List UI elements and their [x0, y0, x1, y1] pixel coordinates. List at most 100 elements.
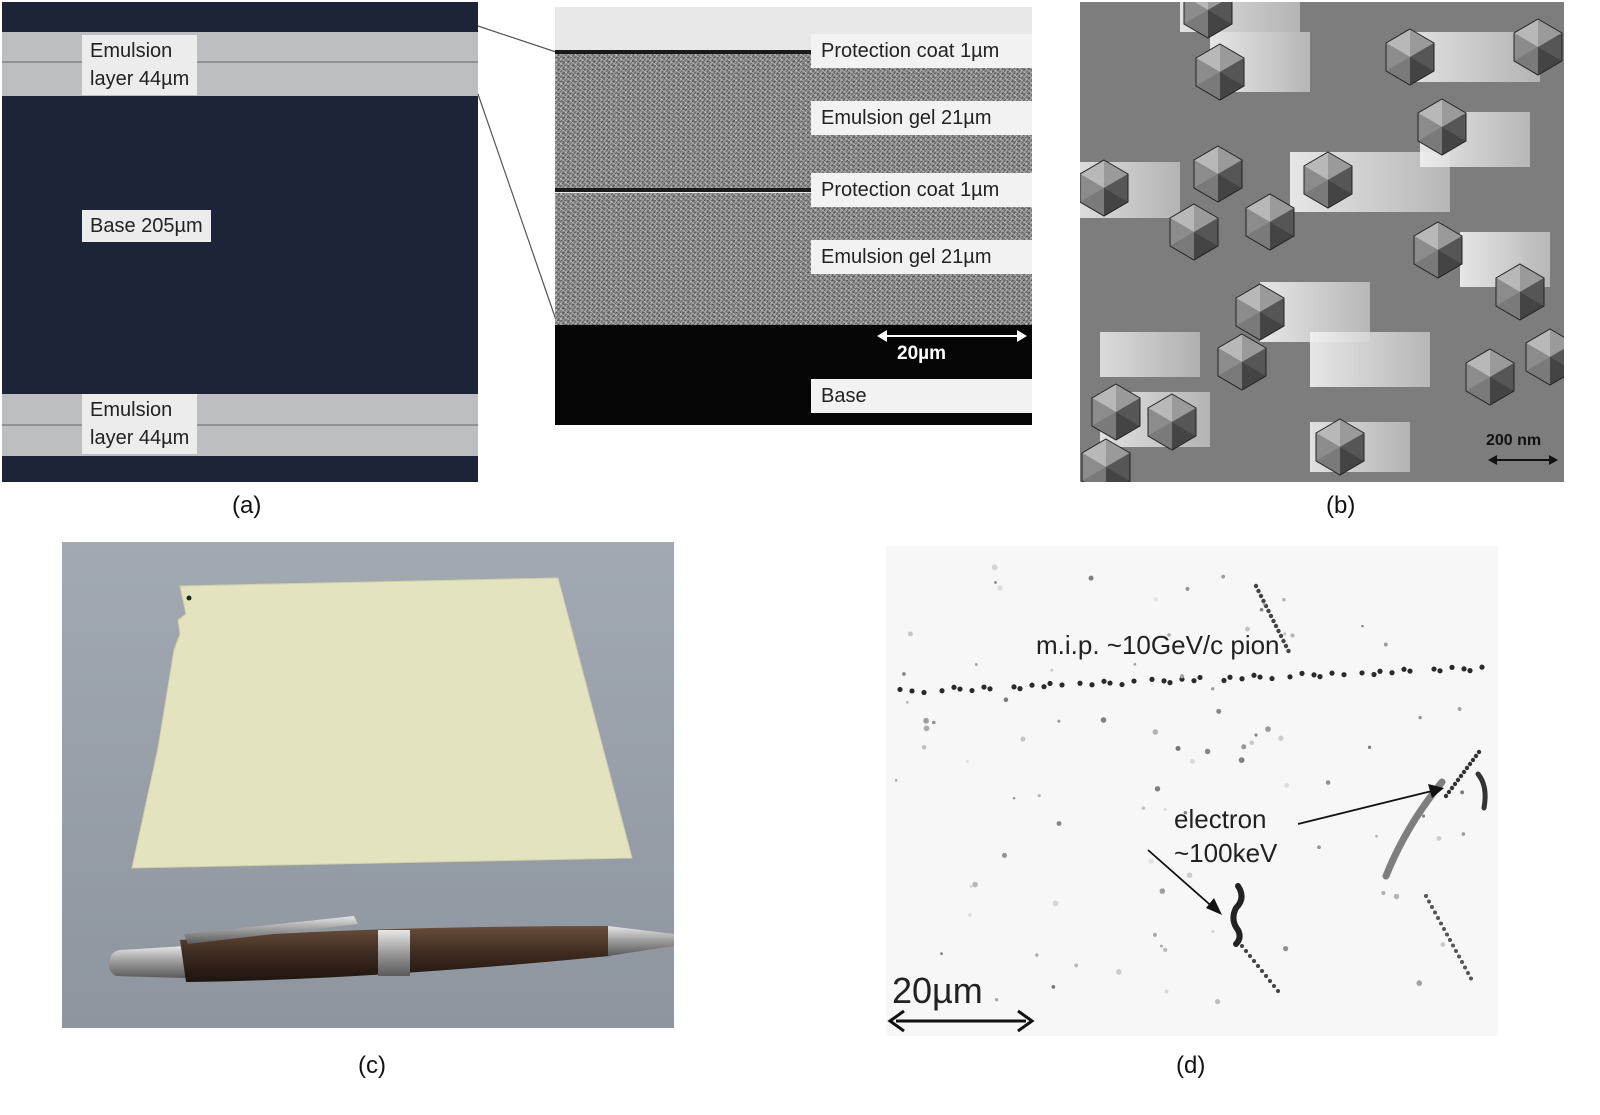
grain-dot: [1160, 944, 1163, 948]
panel-d-track-image: m.i.p. ~10GeV/c pion electron ~100keV 20…: [886, 546, 1498, 1036]
grain-dot: [1249, 740, 1255, 746]
grain-dot: [1449, 785, 1455, 791]
grain-dot: [907, 631, 913, 637]
grain-dot: [1286, 648, 1291, 654]
scale-bar-arrow-right: [1017, 1009, 1035, 1033]
arrow-head-2: [1428, 784, 1444, 798]
grain-dot: [1131, 678, 1137, 684]
emulsion-gel-label-1: Emulsion gel 21µm: [811, 101, 1032, 135]
grain-dot: [1440, 942, 1446, 947]
grain-dot: [1461, 769, 1467, 775]
caption-d: (d): [1176, 1052, 1206, 1079]
grain-dot: [1029, 682, 1035, 688]
base-label: Base 205µm: [82, 210, 211, 242]
grain-dot: [1299, 670, 1305, 676]
grain-dot: [1282, 598, 1286, 602]
grain-dot: [1416, 980, 1423, 986]
grain-dot: [1401, 666, 1407, 672]
base-label-zoom: Base: [811, 379, 1032, 413]
grain-dot: [1056, 821, 1062, 827]
grain-dot: [1448, 938, 1452, 942]
grain-dot: [1141, 806, 1146, 810]
grain-dot: [1466, 971, 1470, 975]
grain-dot: [1059, 682, 1065, 688]
grain-dot: [1214, 998, 1221, 1005]
grain-dot: [1446, 789, 1452, 795]
grain-dot: [1248, 954, 1252, 958]
grain-dot: [1467, 761, 1473, 767]
grain-dot: [1436, 836, 1442, 841]
grain-dot: [1119, 681, 1125, 688]
grain-dot: [1020, 736, 1026, 742]
grain-dot: [1433, 910, 1437, 915]
grain-dot: [1107, 680, 1113, 686]
grain-dot: [1211, 687, 1215, 691]
grain-dot: [1470, 757, 1476, 763]
grain-dot: [1152, 729, 1159, 735]
grain-dot: [1222, 813, 1227, 818]
label-line: Emulsion: [90, 40, 173, 62]
grain-dot: [1311, 672, 1317, 678]
grain-dot: [1052, 900, 1059, 907]
scale-bar-label: 20µm: [892, 970, 983, 1011]
emulsion-gel-label-2: Emulsion gel 21µm: [811, 240, 1032, 274]
protection-coat-line-1: [555, 50, 1032, 54]
grain-dot: [1359, 670, 1365, 676]
grain-dot: [1269, 675, 1275, 682]
arrow-to-electron-1: [1147, 849, 1217, 911]
grain-dot: [968, 913, 972, 917]
grain-dot: [1239, 676, 1245, 682]
scale-bar-label: 20µm: [897, 343, 946, 364]
grain-dot: [1479, 664, 1485, 670]
arrow-head-1: [1206, 898, 1222, 915]
zoom-connector-lines: [477, 25, 557, 321]
grain-dot: [1473, 753, 1479, 759]
bottom-emulsion-layer: [2, 394, 478, 456]
grain-dot: [1476, 749, 1482, 755]
grain-dot: [1163, 808, 1167, 811]
grain-dot: [1185, 586, 1190, 591]
film-and-pen-photo: [62, 542, 674, 1028]
grain-dot: [1460, 960, 1464, 964]
grain-dot: [1437, 668, 1443, 674]
protection-coat-label-1: Protection coat 1µm: [811, 34, 1032, 68]
grain-dot: [1179, 674, 1185, 679]
grain-dot: [1186, 872, 1193, 878]
grain-dot: [1461, 832, 1466, 836]
grain-dot: [1012, 796, 1016, 800]
grain-dot: [1251, 672, 1257, 678]
grain-dot: [1152, 932, 1157, 937]
grain-dot: [923, 717, 929, 724]
grain-dot: [1458, 773, 1464, 779]
grain-dot: [1100, 717, 1107, 723]
grain-dot: [1035, 953, 1039, 957]
grain-dot: [994, 581, 997, 584]
grain-dot: [1443, 793, 1449, 799]
grain-dot: [1463, 965, 1467, 970]
protection-coat-label-2: Protection coat 1µm: [811, 173, 1032, 207]
grain-dot: [972, 881, 978, 888]
grain-dot: [994, 997, 999, 1002]
grain-dot: [1074, 963, 1079, 968]
arrow-to-electron-2: [1297, 789, 1437, 825]
grain-dot: [1284, 783, 1289, 788]
grain-dot: [1272, 984, 1276, 988]
grain-dot: [1089, 682, 1095, 688]
panel-c-film-photo: [62, 542, 674, 1028]
grain-dot: [932, 720, 936, 725]
grain-dot: [939, 688, 945, 694]
top-emulsion-label: Emulsion layer 44µm: [82, 35, 198, 95]
grain-dot: [969, 687, 975, 694]
grain-dot: [1191, 678, 1197, 684]
grain-dot: [1467, 668, 1473, 674]
grain-dot: [1260, 969, 1264, 973]
panel-a-zoomed-layers: Protection coat 1µm Emulsion gel 21µm Pr…: [555, 7, 1032, 425]
grain-dot: [1329, 670, 1335, 676]
grain-dot: [1241, 744, 1247, 750]
grain-dot: [1244, 626, 1250, 632]
grain-dot: [1051, 984, 1056, 989]
panel-b-microcrystal-image: 200 nm: [1080, 2, 1564, 482]
grain-dot: [1271, 618, 1276, 624]
grain-dot: [991, 564, 998, 571]
label-line: layer 44µm: [90, 68, 190, 90]
